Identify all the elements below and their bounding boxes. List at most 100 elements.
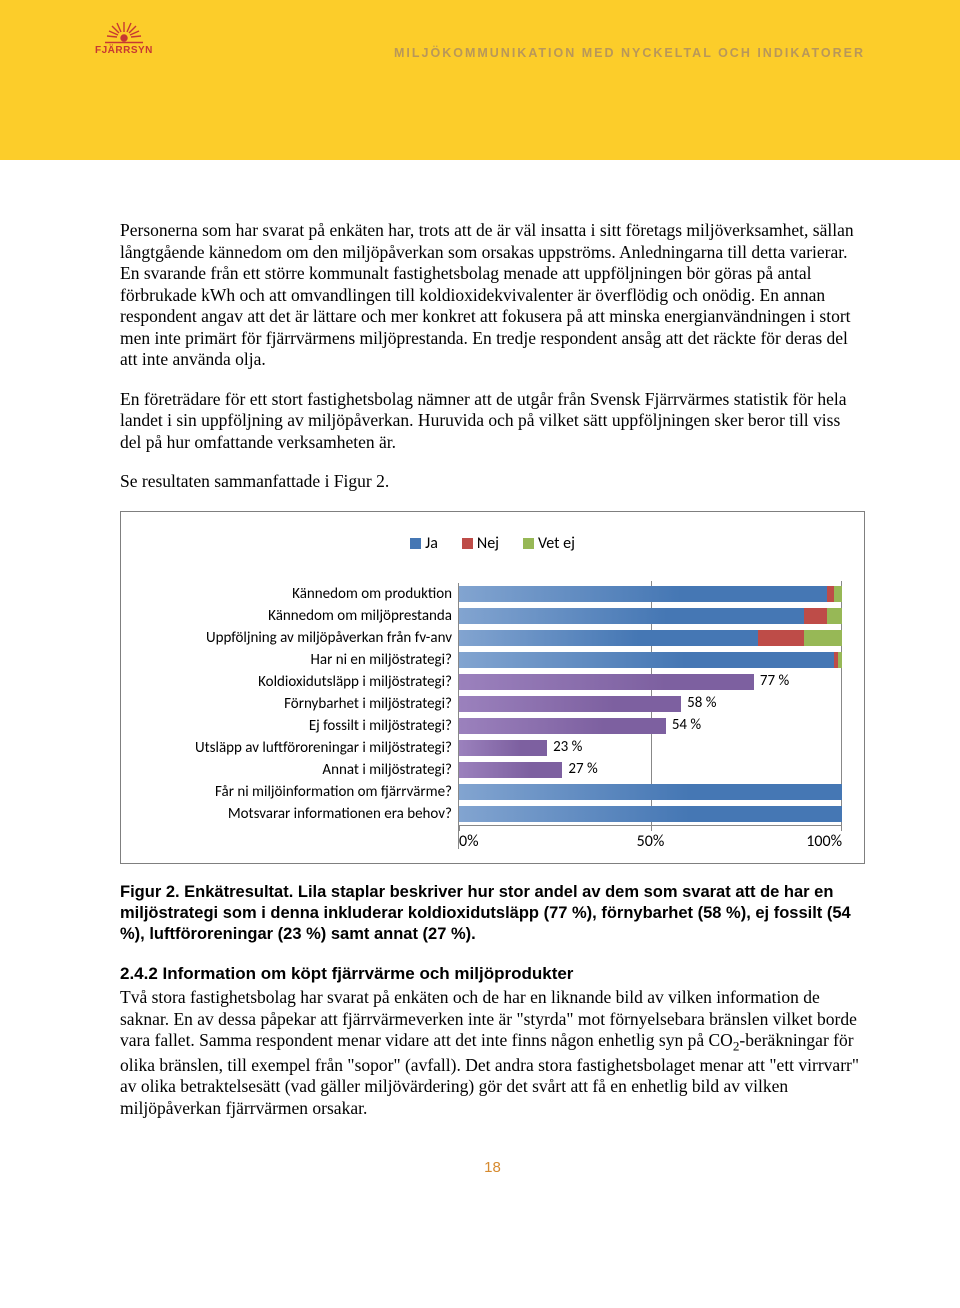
bar-segment-vetej	[838, 652, 842, 668]
figure-caption: Figur 2. Enkätresultat. Lila staplar bes…	[120, 882, 865, 944]
section-heading: 2.4.2 Information om köpt fjärrvärme och…	[120, 964, 865, 985]
bar-zone: 77 %	[458, 671, 842, 693]
bar-zone	[458, 781, 842, 803]
bar-segment-purple	[459, 718, 666, 734]
bar-stack	[459, 652, 842, 668]
chart-row: Kännedom om produktion	[153, 583, 842, 605]
legend-swatch	[410, 538, 421, 549]
bar-segment-vetej	[834, 586, 842, 602]
category-label: Förnybarhet i miljöstrategi?	[153, 695, 458, 713]
paragraph-2: En företrädare för ett stort fastighetsb…	[120, 389, 865, 454]
header-band: FJÄRRSYN MILJÖKOMMUNIKATION MED NYCKELTA…	[0, 0, 960, 160]
category-label: Utsläpp av luftföroreningar i miljöstrat…	[153, 739, 458, 757]
category-label: Motsvarar informationen era behov?	[153, 805, 458, 823]
page-content: Personerna som har svarat på enkäten har…	[0, 160, 960, 1218]
legend-label: Ja	[425, 534, 438, 553]
caption-lead: Figur 2. Enkätresultat.	[120, 883, 293, 901]
axis-label: 50%	[637, 832, 665, 852]
bar-segment-purple	[459, 740, 547, 756]
bar-zone	[458, 583, 842, 605]
bar-zone: 27 %	[458, 759, 842, 781]
chart-row: Kännedom om miljöprestanda	[153, 605, 842, 627]
category-label: Får ni miljöinformation om fjärrvärme?	[153, 783, 458, 801]
logo-sun-icon	[105, 22, 143, 44]
legend-label: Vet ej	[538, 534, 575, 553]
chart-row: Uppföljning av miljöpåverkan från fv-anv	[153, 627, 842, 649]
percent-label: 23 %	[553, 738, 582, 756]
chart-row: Förnybarhet i miljöstrategi? 58 %	[153, 693, 842, 715]
bar-stack	[459, 718, 842, 734]
axis-tick	[841, 826, 842, 831]
chart-plot-area: Kännedom om produktion Kännedom om miljöp…	[143, 583, 842, 849]
bar-stack	[459, 630, 842, 646]
chart-row: Koldioxidutsläpp i miljöstrategi? 77 %	[153, 671, 842, 693]
bar-segment-purple	[459, 762, 562, 778]
bar-zone	[458, 803, 842, 825]
bar-stack	[459, 608, 842, 624]
paragraph-3: Se resultaten sammanfattade i Figur 2.	[120, 471, 865, 493]
bar-segment-ja	[459, 784, 842, 800]
bar-segment-nej	[804, 608, 827, 624]
chart-row: Får ni miljöinformation om fjärrvärme?	[153, 781, 842, 803]
bar-stack	[459, 696, 842, 712]
chart-row: Annat i miljöstrategi? 27 %	[153, 759, 842, 781]
category-label: Annat i miljöstrategi?	[153, 761, 458, 779]
bar-segment-vetej	[827, 608, 842, 624]
bar-segment-ja	[459, 630, 758, 646]
bar-zone	[458, 627, 842, 649]
chart-row: Ej fossilt i miljöstrategi? 54 %	[153, 715, 842, 737]
bar-zone: 58 %	[458, 693, 842, 715]
legend-item: Nej	[462, 534, 499, 554]
bar-segment-nej	[758, 630, 804, 646]
bar-stack	[459, 762, 842, 778]
bar-stack	[459, 784, 842, 800]
document-title: MILJÖKOMMUNIKATION MED NYCKELTAL OCH IND…	[394, 46, 865, 60]
category-label: Har ni en miljöstrategi?	[153, 651, 458, 669]
category-label: Uppföljning av miljöpåverkan från fv-anv	[153, 629, 458, 647]
bar-zone	[458, 649, 842, 671]
section-body: Två stora fastighetsbolag har svarat på …	[120, 987, 865, 1119]
bar-segment-vetej	[804, 630, 842, 646]
percent-label: 27 %	[568, 760, 597, 778]
category-label: Kännedom om miljöprestanda	[153, 607, 458, 625]
axis-tick	[651, 826, 652, 831]
category-label: Koldioxidutsläpp i miljöstrategi?	[153, 673, 458, 691]
bar-segment-purple	[459, 674, 754, 690]
bar-segment-ja	[459, 586, 827, 602]
bar-segment-ja	[459, 652, 834, 668]
bar-zone	[458, 605, 842, 627]
legend-label: Nej	[477, 534, 499, 553]
axis-label: 0%	[459, 832, 479, 852]
logo-text: FJÄRRSYN	[95, 45, 153, 56]
percent-label: 58 %	[687, 694, 716, 712]
chart-row: Utsläpp av luftföroreningar i miljöstrat…	[153, 737, 842, 759]
legend-swatch	[462, 538, 473, 549]
bar-segment-nej	[827, 586, 835, 602]
page-number: 18	[120, 1159, 865, 1177]
figure-2-chart: JaNejVet ej Kännedom om produktionKänned…	[120, 511, 865, 865]
chart-row: Har ni en miljöstrategi?	[153, 649, 842, 671]
percent-label: 54 %	[672, 716, 701, 734]
legend-item: Vet ej	[523, 534, 575, 554]
bar-stack	[459, 740, 842, 756]
x-axis: 0% 50% 100%	[153, 825, 842, 849]
legend-item: Ja	[410, 534, 438, 554]
chart-legend: Ja Nej Vet ej	[143, 534, 842, 554]
category-label: Kännedom om produktion	[153, 585, 458, 603]
axis-label: 100%	[806, 832, 842, 852]
percent-label: 77 %	[760, 672, 789, 690]
legend-swatch	[523, 538, 534, 549]
logo: FJÄRRSYN	[95, 22, 153, 56]
bar-segment-ja	[459, 608, 804, 624]
paragraph-1: Personerna som har svarat på enkäten har…	[120, 220, 865, 371]
bar-zone: 23 %	[458, 737, 842, 759]
bar-segment-ja	[459, 806, 842, 822]
bar-segment-purple	[459, 696, 681, 712]
bar-zone: 54 %	[458, 715, 842, 737]
bar-stack	[459, 806, 842, 822]
chart-row: Motsvarar informationen era behov?	[153, 803, 842, 825]
axis-tick	[459, 826, 460, 831]
category-label: Ej fossilt i miljöstrategi?	[153, 717, 458, 735]
bar-stack	[459, 586, 842, 602]
axis-zone: 0% 50% 100%	[458, 825, 842, 849]
